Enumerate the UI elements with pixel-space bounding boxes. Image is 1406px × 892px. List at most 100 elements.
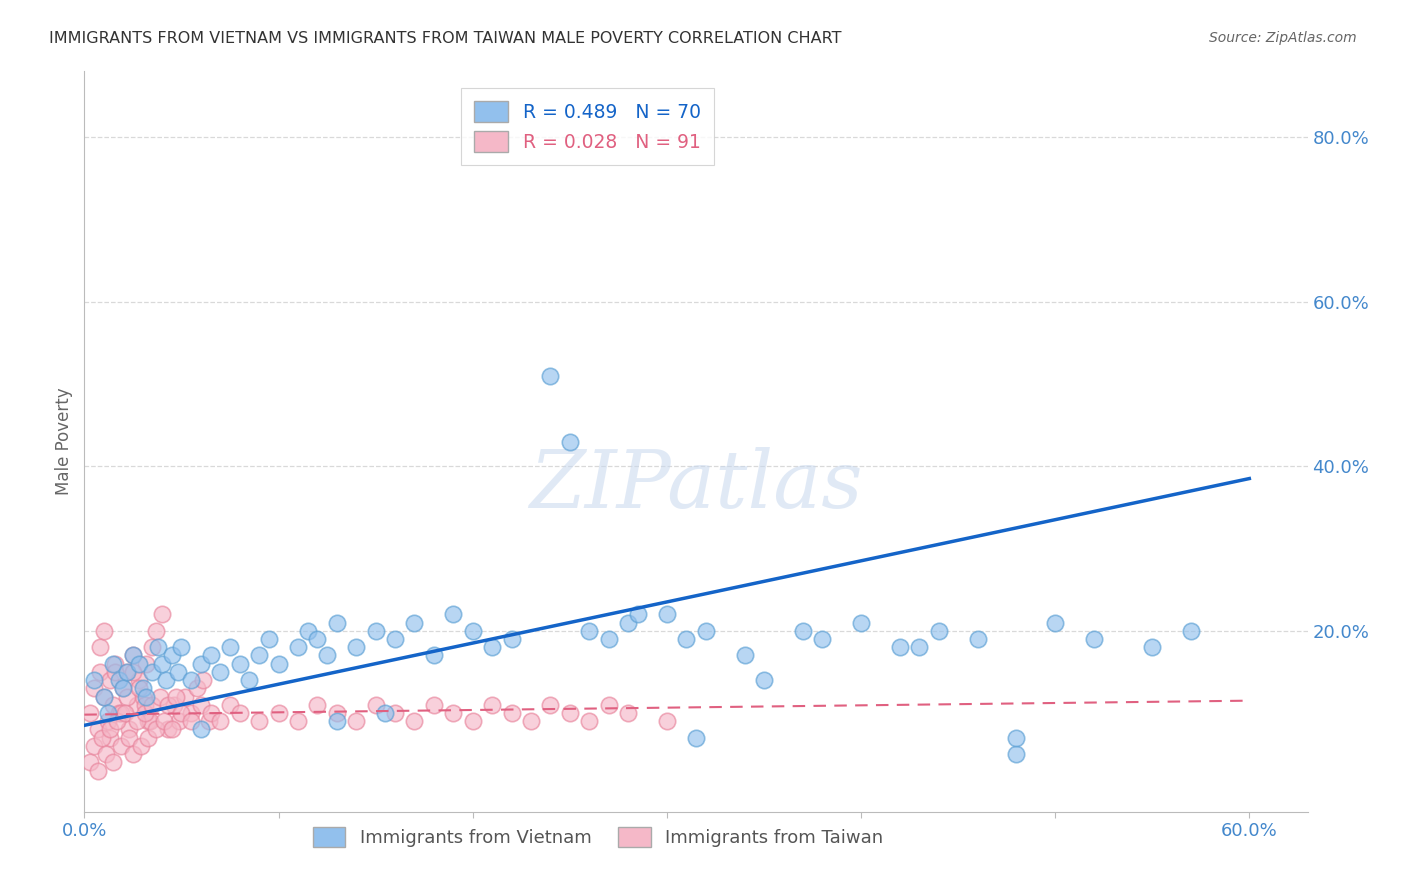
Point: [247, 648, 270, 663]
Point: [1180, 624, 1202, 638]
Point: [98, 723, 121, 737]
Point: [103, 657, 125, 671]
Point: [404, 615, 426, 630]
Point: [166, 665, 188, 679]
Point: [384, 632, 406, 646]
Point: [191, 673, 214, 687]
Point: [125, 714, 148, 729]
Point: [98, 731, 121, 745]
Point: [461, 624, 484, 638]
Point: [344, 640, 367, 655]
Point: [122, 747, 145, 761]
Point: [627, 607, 650, 622]
Point: [190, 657, 212, 671]
Point: [190, 723, 212, 737]
Point: [128, 681, 150, 696]
Point: [538, 698, 561, 712]
Point: [97, 706, 120, 720]
Point: [149, 690, 172, 704]
Point: [118, 731, 141, 745]
Point: [139, 714, 162, 729]
Text: IMMIGRANTS FROM VIETNAM VS IMMIGRANTS FROM TAIWAN MALE POVERTY CORRELATION CHART: IMMIGRANTS FROM VIETNAM VS IMMIGRANTS FR…: [49, 31, 842, 46]
Point: [145, 723, 167, 737]
Legend: Immigrants from Vietnam, Immigrants from Taiwan: Immigrants from Vietnam, Immigrants from…: [302, 817, 894, 858]
Point: [141, 698, 163, 712]
Point: [307, 632, 329, 646]
Point: [131, 690, 153, 704]
Point: [404, 714, 426, 729]
Point: [598, 632, 620, 646]
Point: [190, 698, 212, 712]
Point: [128, 673, 150, 687]
Point: [103, 698, 125, 712]
Point: [297, 624, 319, 638]
Point: [115, 665, 138, 679]
Point: [481, 698, 503, 712]
Point: [150, 607, 173, 622]
Point: [889, 640, 911, 655]
Text: Source: ZipAtlas.com: Source: ZipAtlas.com: [1209, 31, 1357, 45]
Text: ZIPatlas: ZIPatlas: [529, 447, 863, 524]
Point: [93, 624, 115, 638]
Point: [156, 723, 179, 737]
Point: [83, 739, 105, 753]
Point: [344, 714, 367, 729]
Point: [538, 368, 561, 383]
Point: [115, 665, 138, 679]
Point: [110, 739, 132, 753]
Point: [89, 640, 111, 655]
Point: [104, 665, 127, 679]
Point: [326, 714, 349, 729]
Point: [752, 673, 775, 687]
Point: [423, 698, 446, 712]
Point: [122, 648, 145, 663]
Point: [114, 706, 136, 720]
Point: [655, 714, 678, 729]
Point: [675, 632, 697, 646]
Point: [811, 632, 834, 646]
Point: [156, 698, 179, 712]
Point: [103, 756, 125, 770]
Point: [219, 698, 242, 712]
Point: [129, 739, 152, 753]
Point: [501, 632, 523, 646]
Point: [617, 615, 640, 630]
Point: [180, 714, 202, 729]
Point: [287, 640, 309, 655]
Point: [598, 698, 620, 712]
Point: [558, 706, 581, 720]
Point: [908, 640, 931, 655]
Point: [180, 673, 202, 687]
Point: [145, 624, 167, 638]
Point: [87, 764, 110, 778]
Point: [89, 665, 111, 679]
Point: [79, 756, 101, 770]
Point: [135, 690, 157, 704]
Point: [461, 714, 484, 729]
Point: [122, 648, 145, 663]
Point: [115, 690, 138, 704]
Point: [257, 632, 280, 646]
Point: [316, 648, 339, 663]
Point: [228, 706, 250, 720]
Point: [219, 640, 242, 655]
Point: [98, 673, 121, 687]
Point: [128, 657, 150, 671]
Point: [118, 723, 141, 737]
Point: [108, 706, 131, 720]
Point: [105, 714, 128, 729]
Point: [122, 665, 145, 679]
Point: [617, 706, 640, 720]
Point: [83, 673, 105, 687]
Point: [792, 624, 814, 638]
Point: [155, 673, 177, 687]
Point: [928, 624, 950, 638]
Point: [141, 640, 163, 655]
Point: [1142, 640, 1164, 655]
Point: [247, 714, 270, 729]
Point: [423, 648, 446, 663]
Point: [228, 657, 250, 671]
Point: [1083, 632, 1105, 646]
Point: [180, 706, 202, 720]
Point: [209, 665, 232, 679]
